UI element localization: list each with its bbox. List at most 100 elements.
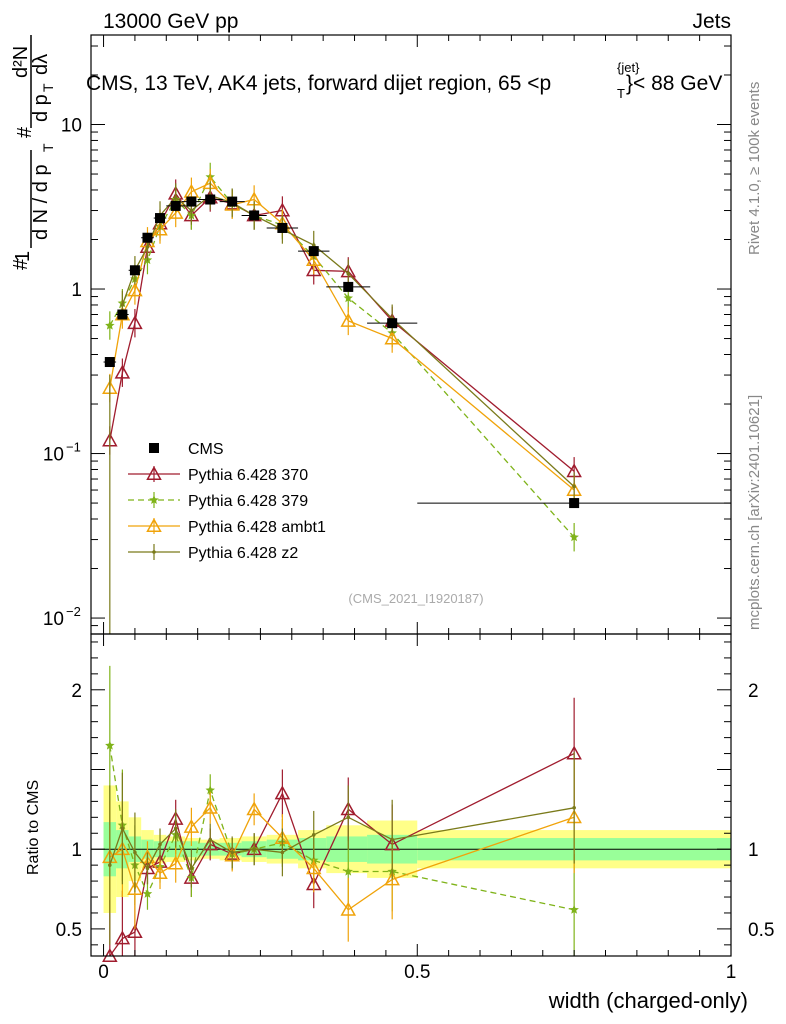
ratio-point-pythia-6-428-z2 xyxy=(252,847,256,851)
y-tick-label-exponent: −1 xyxy=(66,440,81,455)
x-tick-label: 1 xyxy=(726,962,737,983)
ratio-y-axis-title: Ratio to CMS xyxy=(25,780,42,875)
legend-marker xyxy=(149,495,159,504)
ratio-point-pythia-6-428-z2 xyxy=(208,837,213,842)
y-title-dpt: d p xyxy=(30,94,52,122)
analysis-watermark: (CMS_2021_I1920187) xyxy=(348,591,483,606)
y-title-dpt-sub: T xyxy=(40,83,56,92)
ratio-point-pythia-6-428-z2 xyxy=(108,863,112,867)
series-line-pythia-6-428-370 xyxy=(109,192,575,472)
ratio-point-pythia-6-428-370 xyxy=(274,785,291,800)
plot-title-sup: {jet} xyxy=(617,60,640,75)
ratio-point-pythia-6-428-ambt1 xyxy=(305,860,322,875)
plot-title-prefix: CMS, 13 TeV, AK4 jets, forward dijet reg… xyxy=(86,72,551,95)
ratio-point-pythia-6-428-370 xyxy=(127,924,143,939)
y-tick-label-exponent: −2 xyxy=(66,604,81,619)
legend-marker xyxy=(149,443,159,453)
y-tick-label: 10 xyxy=(43,609,64,630)
cms-data-point xyxy=(227,196,238,207)
ratio-point-pythia-6-428-z2 xyxy=(572,805,576,810)
main-y-axis-title: # 1 d N / d p T # d²N d p T dλ xyxy=(10,35,56,270)
cms-data-point xyxy=(129,265,140,276)
main-plot-frame xyxy=(90,34,732,635)
ratio-point-pythia-6-428-ambt1 xyxy=(384,871,400,886)
series-point-pythia-6-428-379 xyxy=(569,532,579,542)
series-point-pythia-6-428-379 xyxy=(105,320,115,330)
legend-marker xyxy=(146,517,162,532)
legend-label: Pythia 6.428 370 xyxy=(188,467,308,484)
cms-data-point xyxy=(308,246,319,257)
series-point-pythia-6-428-ambt1 xyxy=(340,312,357,327)
rivet-version-label: Rivet 4.1.0, ≥ 100k events xyxy=(746,82,763,255)
ratio-point-pythia-6-428-z2 xyxy=(158,842,162,847)
ratio-point-pythia-6-428-370 xyxy=(114,930,131,945)
cms-data-point xyxy=(170,200,181,211)
ratio-point-pythia-6-428-ambt1 xyxy=(202,799,218,814)
cms-data-point xyxy=(343,281,354,292)
series-point-pythia-6-428-z2 xyxy=(173,195,178,200)
series-point-pythia-6-428-ambt1 xyxy=(167,204,184,219)
series-point-pythia-6-428-370 xyxy=(127,315,143,330)
series-point-pythia-6-428-379 xyxy=(343,293,353,303)
ratio-point-pythia-6-428-z2 xyxy=(230,850,234,855)
cms-data-point xyxy=(104,357,115,368)
mcplots-source-label: mcplots.cern.ch [arXiv:2401.10621] xyxy=(746,395,763,630)
legend-label: Pythia 6.428 z2 xyxy=(188,545,298,562)
ratio-point-pythia-6-428-379 xyxy=(569,904,579,914)
legend-marker xyxy=(152,550,156,554)
plot-title: CMS, 13 TeV, AK4 jets, forward dijet reg… xyxy=(86,60,722,101)
ratio-point-pythia-6-428-z2 xyxy=(311,833,316,837)
series-point-pythia-6-428-z2 xyxy=(311,243,316,247)
series-point-pythia-6-428-ambt1 xyxy=(384,330,400,345)
ratio-point-pythia-6-428-379 xyxy=(105,740,115,750)
y-title-dlambda: dλ xyxy=(30,54,52,75)
series-point-pythia-6-428-z2 xyxy=(572,484,576,489)
cms-data-point xyxy=(155,213,166,224)
ratio-point-pythia-6-428-z2 xyxy=(120,826,125,831)
ratio-point-pythia-6-428-ambt1 xyxy=(167,855,184,870)
legend: CMS Pythia 6.428 370 Pythia 6.428 379 Pythi… xyxy=(128,441,326,562)
ratio-point-pythia-6-428-ambt1 xyxy=(127,881,143,895)
ratio-point-pythia-6-428-379 xyxy=(205,785,215,795)
series-point-pythia-6-428-z2 xyxy=(189,208,194,213)
ratio-plot-frame xyxy=(90,633,732,957)
ratio-point-pythia-6-428-ambt1 xyxy=(152,865,168,880)
cms-data-point xyxy=(186,196,197,207)
series-point-pythia-6-428-370 xyxy=(114,364,131,379)
series-point-pythia-6-428-z2 xyxy=(120,303,125,307)
ratio-point-pythia-6-428-ambt1 xyxy=(183,818,200,833)
series-point-pythia-6-428-z2 xyxy=(346,271,351,276)
x-tick-label: 0.5 xyxy=(404,962,430,983)
ratio-point-pythia-6-428-z2 xyxy=(280,850,285,855)
ratio-y-tick-label: 2 xyxy=(71,681,82,702)
cms-data-point xyxy=(142,232,153,243)
ratio-y-tick-label-right: 1 xyxy=(748,840,759,861)
ratio-point-pythia-6-428-ambt1 xyxy=(340,901,357,916)
ratio-y-tick-label: 0.5 xyxy=(56,920,82,941)
ratio-y-tick-label: 1 xyxy=(71,840,82,861)
ratio-point-pythia-6-428-z2 xyxy=(173,826,178,831)
ratio-point-pythia-6-428-379 xyxy=(142,888,153,898)
y-title-hash2: # xyxy=(14,126,36,138)
series-point-pythia-6-428-ambt1 xyxy=(152,221,168,236)
ratio-point-pythia-6-428-379 xyxy=(343,866,353,876)
ratio-point-pythia-6-428-ambt1 xyxy=(246,801,262,816)
legend-label: Pythia 6.428 ambt1 xyxy=(188,519,326,536)
ratio-point-pythia-6-428-z2 xyxy=(390,837,394,842)
y-title-frac-num: 1 xyxy=(12,251,34,262)
ratio-point-pythia-6-428-z2 xyxy=(189,866,194,871)
series-point-pythia-6-428-ambt1 xyxy=(305,252,322,267)
ratio-y-tick-label-right: 2 xyxy=(748,681,759,702)
plot-title-sub: T xyxy=(617,86,625,101)
series-line-pythia-6-428-379 xyxy=(109,175,575,538)
cms-data-point xyxy=(387,318,398,329)
series-point-pythia-6-428-ambt1 xyxy=(127,282,143,297)
legend-label: CMS xyxy=(188,441,224,458)
cms-data-point xyxy=(277,222,288,233)
y-title-den-sub: T xyxy=(40,143,56,152)
ratio-point-pythia-6-428-z2 xyxy=(133,850,137,855)
y-tick-label: 1 xyxy=(71,280,82,301)
legend-label: Pythia 6.428 379 xyxy=(188,493,308,510)
y-tick-label: 10 xyxy=(43,445,64,466)
cms-data-point xyxy=(249,210,260,221)
